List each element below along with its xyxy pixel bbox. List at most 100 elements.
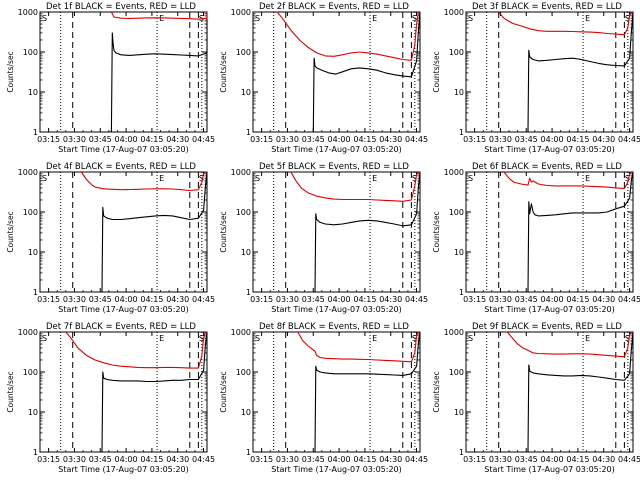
x-tick-label: 03:15 (463, 295, 486, 304)
y-tick-label: 1000 (231, 168, 251, 177)
time-marker-label: E (372, 334, 377, 343)
time-marker-label: S (255, 334, 260, 343)
y-axis-label: Counts/sec (219, 211, 228, 252)
y-tick-label: 1 (246, 128, 251, 137)
x-tick-label: 04:00 (541, 135, 564, 144)
y-tick-label: 100 (449, 48, 464, 57)
plot-frame (252, 171, 421, 293)
plot-frame (39, 331, 208, 453)
time-marker-label: E (159, 334, 164, 343)
x-tick-label: 03:30 (489, 455, 512, 464)
y-tick-label: 10 (28, 248, 38, 257)
x-tick-label: 03:30 (63, 455, 86, 464)
y-axis-label: Counts/sec (432, 51, 441, 92)
time-marker-label: E (372, 174, 377, 183)
x-tick-label: 03:45 (302, 295, 325, 304)
x-axis-label: Start Time (17-Aug-07 03:05:20) (271, 465, 402, 474)
time-marker-label: S (42, 334, 47, 343)
x-axis-label: Start Time (17-Aug-07 03:05:20) (58, 305, 189, 314)
x-tick-label: 04:30 (592, 455, 615, 464)
x-tick-label: 03:45 (302, 135, 325, 144)
y-axis-label: Counts/sec (432, 371, 441, 412)
x-tick-label: 03:15 (250, 295, 273, 304)
time-marker-label: S (468, 14, 473, 23)
y-tick-label: 1000 (18, 168, 38, 177)
time-marker-label: E (372, 14, 377, 23)
x-tick-label: 04:15 (566, 295, 589, 304)
x-tick-label: 04:15 (353, 135, 376, 144)
detector-panel: Det 1f BLACK = Events, RED = LLD 1 10 100 10… (6, 2, 215, 154)
y-tick-label: 1000 (444, 168, 464, 177)
y-tick-label: 1 (459, 128, 464, 137)
y-tick-label: 10 (241, 88, 251, 97)
time-marker-label: S (468, 174, 473, 183)
x-axis-label: Start Time (17-Aug-07 03:05:20) (271, 305, 402, 314)
time-marker-label: S (412, 14, 417, 23)
x-tick-label: 03:15 (250, 455, 273, 464)
x-tick-label: 03:45 (515, 455, 538, 464)
y-tick-label: 10 (454, 248, 464, 257)
y-tick-label: 1 (459, 288, 464, 297)
y-axis-label: Counts/sec (6, 211, 15, 252)
x-tick-label: 03:45 (515, 295, 538, 304)
detector-panel: Det 7f BLACK = Events, RED = LLD 1 10 100 10… (6, 322, 215, 474)
y-tick-label: 10 (241, 248, 251, 257)
plot-frame (39, 171, 208, 293)
time-marker-label: S (42, 14, 47, 23)
x-tick-label: 03:30 (63, 295, 86, 304)
lld-series-line (276, 11, 419, 61)
y-tick-label: 10 (454, 408, 464, 417)
time-marker-label: E (159, 174, 164, 183)
x-tick-label: 04:30 (592, 295, 615, 304)
y-tick-label: 10 (454, 88, 464, 97)
x-tick-label: 03:15 (463, 135, 486, 144)
detector-panel: Det 8f BLACK = Events, RED = LLD 1 10 100 10… (219, 322, 428, 474)
y-tick-label: 100 (23, 48, 38, 57)
x-tick-label: 03:30 (63, 135, 86, 144)
panel-title: Det 1f BLACK = Events, RED = LLD (46, 2, 196, 12)
events-series-line (527, 331, 634, 453)
time-marker-label: S (42, 174, 47, 183)
lld-series-line (290, 171, 419, 202)
y-tick-label: 100 (236, 48, 251, 57)
y-tick-label: 1000 (231, 328, 251, 337)
y-axis-label: Counts/sec (219, 371, 228, 412)
time-marker-label: S (468, 334, 473, 343)
time-marker-label: E (159, 14, 164, 23)
x-tick-label: 04:15 (566, 455, 589, 464)
x-tick-label: 03:30 (276, 135, 299, 144)
x-tick-label: 03:45 (515, 135, 538, 144)
x-axis-label: Start Time (17-Aug-07 03:05:20) (484, 145, 615, 154)
x-tick-label: 04:00 (328, 295, 351, 304)
plot-frame (465, 11, 634, 133)
x-tick-label: 04:45 (192, 295, 215, 304)
x-tick-label: 04:45 (618, 455, 640, 464)
x-tick-label: 04:00 (541, 295, 564, 304)
x-tick-label: 03:15 (250, 135, 273, 144)
detector-panel: Det 6f BLACK = Events, RED = LLD 1 10 100 10… (432, 162, 640, 314)
x-tick-label: 03:15 (37, 455, 60, 464)
time-marker-label: E (585, 14, 590, 23)
x-tick-label: 04:15 (140, 295, 163, 304)
y-tick-label: 100 (236, 368, 251, 377)
lld-series-line (297, 331, 419, 363)
y-axis-label: Counts/sec (432, 211, 441, 252)
x-axis-label: Start Time (17-Aug-07 03:05:20) (58, 145, 189, 154)
lld-series-line (506, 331, 632, 358)
lld-series-line (65, 331, 206, 369)
y-tick-label: 1 (246, 288, 251, 297)
time-marker-label: S (199, 174, 204, 183)
x-tick-label: 04:00 (541, 455, 564, 464)
y-tick-label: 1000 (444, 8, 464, 17)
x-tick-label: 04:30 (379, 295, 402, 304)
x-tick-label: 04:15 (140, 135, 163, 144)
x-tick-label: 04:45 (618, 135, 640, 144)
x-tick-label: 04:15 (140, 455, 163, 464)
y-tick-label: 1 (33, 128, 38, 137)
x-axis-label: Start Time (17-Aug-07 03:05:20) (58, 465, 189, 474)
events-series-line (101, 331, 208, 453)
events-series-line (312, 11, 421, 133)
time-marker-label: S (625, 334, 630, 343)
x-tick-label: 04:45 (405, 295, 428, 304)
